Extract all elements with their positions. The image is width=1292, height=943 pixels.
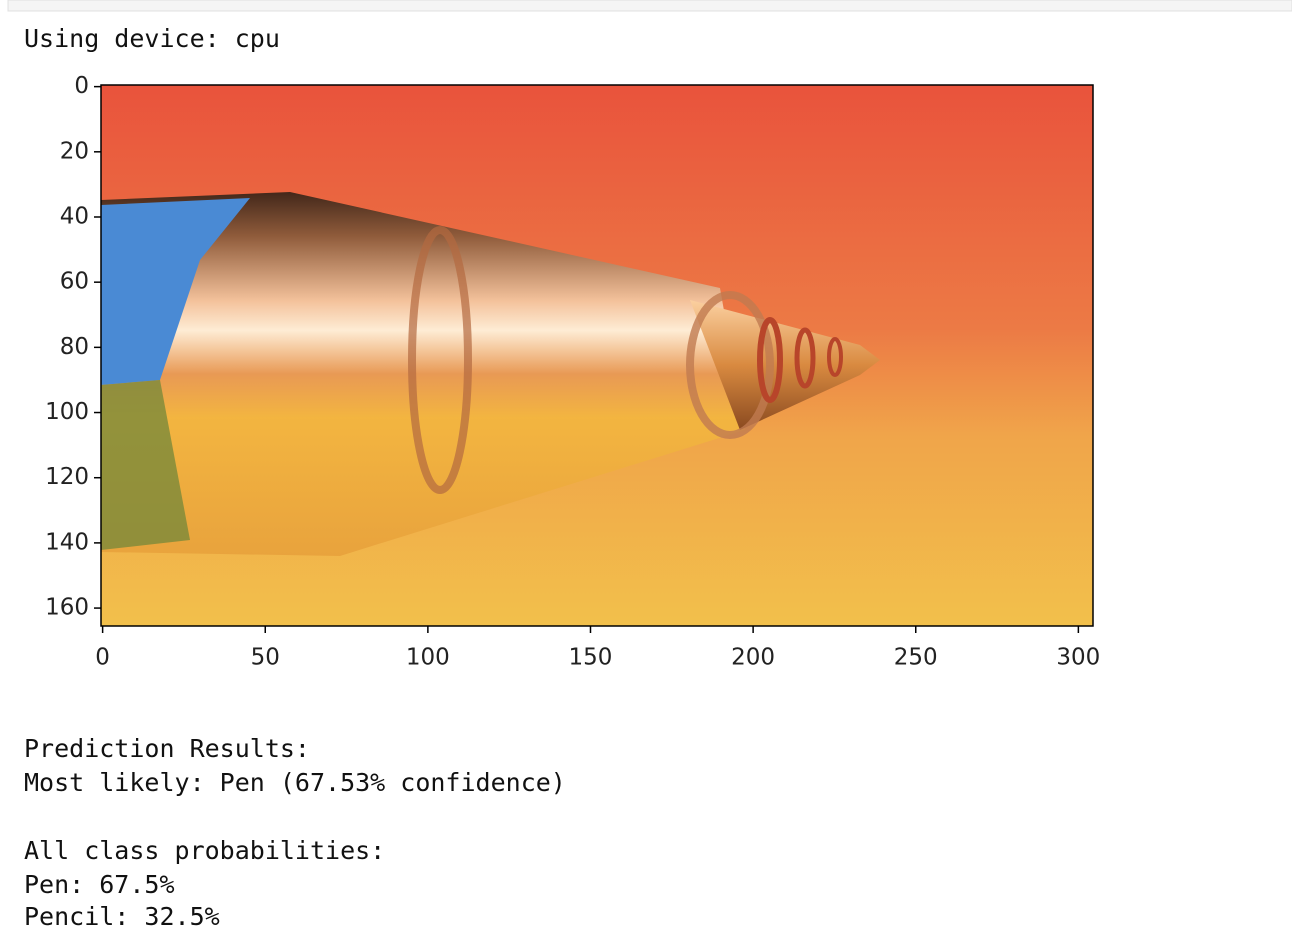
x-tick-label: 200: [731, 645, 775, 671]
results-heading: Prediction Results:: [24, 734, 310, 763]
probability: Pencil: 32.5%: [24, 902, 220, 931]
y-tick-label: 100: [45, 399, 89, 425]
y-tick-label: 120: [45, 464, 89, 490]
y-tick-label: 0: [74, 73, 89, 99]
y-tick-label: 40: [60, 203, 89, 229]
y-tick-label: 160: [45, 595, 89, 621]
x-tick-label: 300: [1056, 645, 1100, 671]
cell-border: [7, 0, 1292, 12]
probability: Pen: 67.5%: [24, 870, 175, 899]
x-tick-label: 0: [95, 645, 110, 671]
x-tick-label: 150: [569, 645, 613, 671]
y-tick-label: 140: [45, 529, 89, 555]
device-line: Using device: cpu: [24, 24, 280, 53]
axes-frame: [100, 84, 1094, 627]
y-tick-label: 20: [60, 138, 89, 164]
plot-image: [101, 85, 1093, 626]
x-tick-label: 100: [406, 645, 450, 671]
y-tick-label: 80: [60, 334, 89, 360]
x-tick-label: 50: [251, 645, 280, 671]
probabilities-heading: All class probabilities:: [24, 836, 385, 865]
most-likely: Most likely: Pen (67.53% confidence): [24, 768, 566, 797]
y-tick-label: 60: [60, 269, 89, 295]
x-tick-label: 250: [894, 645, 938, 671]
